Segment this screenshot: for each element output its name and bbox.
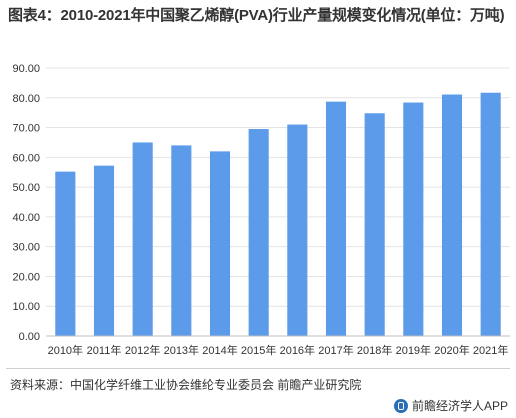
x-tick-label: 2016年 (280, 343, 315, 357)
bar-2016年 (287, 124, 308, 336)
y-tick-label: 0.00 (19, 331, 40, 343)
bar-2020年 (441, 94, 463, 336)
x-tick-label: 2010年 (48, 343, 83, 357)
y-tick-label: 90.00 (12, 63, 40, 75)
x-tick-label: 2019年 (396, 343, 431, 357)
x-tick-label: 2014年 (202, 343, 237, 357)
y-tick-label: 20.00 (12, 271, 40, 283)
x-tick-label: 2021年 (473, 343, 508, 357)
x-tick-label: 2013年 (164, 343, 199, 357)
chart-title: 图表4：2010-2021年中国聚乙烯醇(PVA)行业产量规模变化情况(单位：万… (8, 7, 505, 24)
bar-2017年 (325, 101, 347, 336)
x-tick-label: 2018年 (357, 343, 392, 357)
bar-2010年 (55, 171, 76, 336)
x-tick-label: 2011年 (87, 343, 122, 357)
brand-mark: 前瞻经济学人APP (393, 397, 508, 414)
bar-2012年 (132, 142, 153, 336)
y-tick-label: 30.00 (12, 242, 40, 254)
x-tick-label: 2017年 (318, 343, 353, 357)
x-tick-label: 2015年 (241, 343, 276, 357)
x-tick-label: 2012年 (125, 343, 160, 357)
bar-2011年 (93, 165, 115, 336)
source-note: 资料来源：中国化学纤维工业协会维纶专业委员会 前瞻产业研究院 (10, 378, 362, 392)
bar-2018年 (364, 113, 385, 336)
qianzhan-logo-icon (393, 398, 408, 413)
bar-chart: 0.00 10.00 20.00 30.00 40.00 50.00 60.00 70.00 8… (12, 63, 510, 357)
bar-2021年 (480, 92, 501, 336)
bars (55, 92, 501, 336)
grid-lines (46, 67, 510, 307)
chart-area: 0.00 10.00 20.00 30.00 40.00 50.00 60.00 70.00 8… (0, 56, 516, 366)
y-tick-label: 10.00 (12, 301, 40, 313)
bar-2019年 (403, 102, 424, 336)
y-tick-label: 60.00 (12, 152, 40, 164)
x-tick-labels: 2010年 2011年 2012年 2013年 2014年 2015年 2016年 2017年… (48, 343, 509, 357)
y-tick-label: 40.00 (12, 212, 40, 224)
bar-2015年 (248, 129, 269, 336)
y-tick-label: 50.00 (12, 182, 40, 194)
bar-2013年 (171, 145, 192, 336)
y-tick-label: 70.00 (12, 123, 40, 135)
x-tick-label: 2020年 (434, 343, 469, 357)
bar-2014年 (209, 151, 231, 336)
y-tick-labels: 0.00 10.00 20.00 30.00 40.00 50.00 60.00 70.00 8… (12, 63, 40, 343)
brand-name: 前瞻经济学人APP (411, 399, 508, 413)
footer-divider (6, 368, 510, 369)
y-tick-label: 80.00 (12, 93, 40, 105)
